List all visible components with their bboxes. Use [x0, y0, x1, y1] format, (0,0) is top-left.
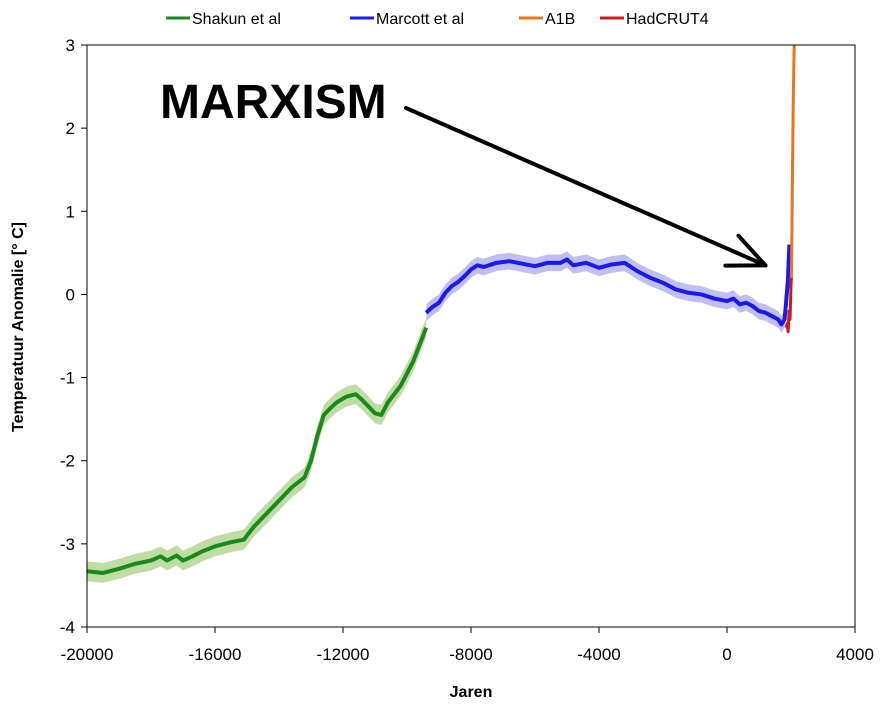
y-tick-label: 1 [66, 202, 75, 221]
y-tick-label: 3 [66, 36, 75, 55]
x-axis-label: Jaren [450, 684, 493, 701]
annotation-arrow-head [723, 233, 768, 268]
x-tick-label: 0 [722, 645, 731, 664]
series-line-marcott-et-al [424, 244, 792, 327]
y-axis-label: Temperatuur Anomalie [° C] [10, 222, 27, 432]
y-tick-label: 0 [66, 285, 75, 304]
series-lines [86, 44, 796, 575]
series-line-a1b [789, 44, 796, 278]
uncertainty-bands [87, 236, 790, 583]
x-tick-label: -12000 [317, 645, 370, 664]
y-tick-label: -1 [60, 369, 75, 388]
plot-frame [86, 44, 856, 628]
legend: Shakun et al Marcott et al A1B HadCRUT4 [166, 11, 709, 28]
x-tick-label: -20000 [61, 645, 114, 664]
series-line-hadcrut4 [784, 277, 793, 334]
legend-label: Marcott et al [376, 11, 464, 28]
annotation-group: MARXISM [160, 76, 768, 268]
y-tick-label: -2 [60, 452, 75, 471]
x-tick-label: 4000 [836, 645, 874, 664]
y-tick-label: -4 [60, 618, 75, 637]
plot-area [86, 44, 796, 583]
annotation-arrow-shaft [404, 106, 768, 268]
band-shakun-et-al [87, 317, 427, 583]
legend-label: Shakun et al [192, 11, 281, 28]
annotation-text: MARXISM [160, 76, 387, 129]
legend-label: HadCRUT4 [626, 11, 709, 28]
series-line-shakun-et-al [86, 326, 429, 575]
y-tick-label: 2 [66, 119, 75, 138]
axes: 3 2 1 0 -1 -2 -3 -4 -20000 -16000 -12000 -8000 -4000… [60, 36, 874, 664]
y-tick-label: -3 [60, 535, 75, 554]
x-tick-label: -16000 [189, 645, 242, 664]
legend-label: A1B [545, 11, 575, 28]
x-tick-label: -4000 [577, 645, 620, 664]
band-marcott-et-al [426, 236, 790, 333]
x-tick-label: -8000 [449, 645, 492, 664]
